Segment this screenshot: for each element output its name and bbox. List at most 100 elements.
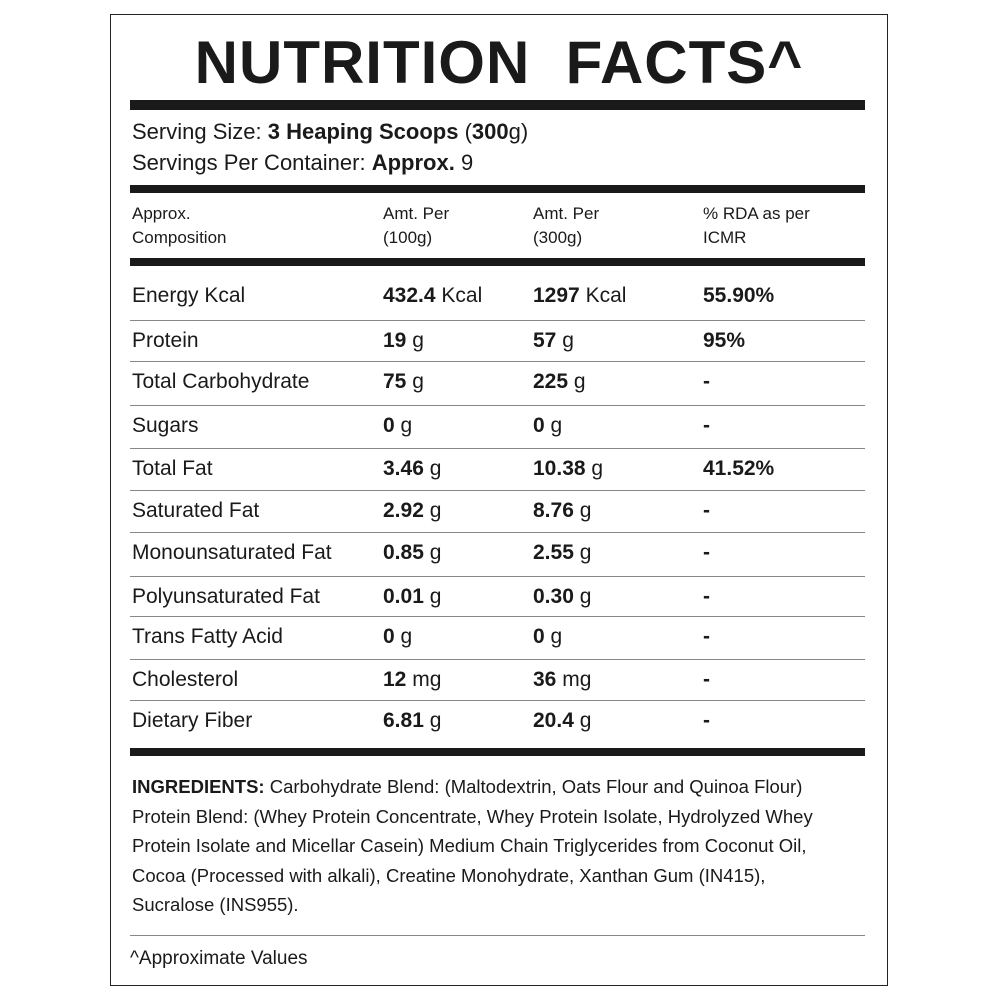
nutrient-name: Protein xyxy=(132,329,199,352)
text: Approx. xyxy=(371,150,455,175)
row-rule xyxy=(130,490,865,491)
nutrient-name: Sugars xyxy=(132,414,199,437)
unit: g xyxy=(579,585,592,608)
amount: 225 xyxy=(533,370,569,393)
amount-cell: 0.85 g xyxy=(383,541,441,565)
nutrient-name: Dietary Fiber xyxy=(132,709,253,732)
amount-cell: 1297 Kcal xyxy=(533,284,626,308)
serving-size: Serving Size: 3 Heaping Scoops (300g) xyxy=(132,119,528,145)
amount: 1297 xyxy=(533,284,580,307)
header-line: Amt. Per xyxy=(383,204,450,223)
amount: 6.81 xyxy=(383,709,424,732)
nutrient-name: Energy Kcal xyxy=(132,284,246,307)
amount-cell: 36 mg xyxy=(533,668,591,692)
rda-percent: - xyxy=(703,668,710,691)
row-rule xyxy=(130,448,865,449)
row-rule xyxy=(130,405,865,406)
header-line: Approx. xyxy=(132,204,191,223)
rda-percent: 95% xyxy=(703,329,746,352)
ingredients-line: Protein Blend: (Whey Protein Concentrate… xyxy=(132,806,813,828)
amount-cell: 6.81 g xyxy=(383,709,441,733)
rda-percent: - xyxy=(703,414,710,437)
amount-cell: 3.46 g xyxy=(383,457,441,481)
unit: g xyxy=(550,625,563,648)
unit: g xyxy=(579,499,592,522)
amount: 0 xyxy=(533,625,545,648)
thick-rule xyxy=(130,258,865,266)
value: 300 xyxy=(471,119,509,144)
unit: g xyxy=(429,499,442,522)
thick-rule xyxy=(130,748,865,756)
ingredients-line: Cocoa (Processed with alkali), Creatine … xyxy=(132,865,765,887)
rda-percent: - xyxy=(703,709,710,732)
amount: 36 xyxy=(533,668,557,691)
thin-rule xyxy=(130,935,865,936)
ingredients-text: Sucralose (INS955). xyxy=(132,894,299,915)
unit: g xyxy=(400,414,413,437)
amount-cell: 75 g xyxy=(383,370,424,394)
amount-cell: 0 g xyxy=(533,414,562,438)
unit: g xyxy=(550,414,563,437)
header-line: (300g) xyxy=(533,228,583,247)
unit: g xyxy=(429,541,442,564)
row-rule xyxy=(130,532,865,533)
amount: 0 xyxy=(383,414,395,437)
unit: g xyxy=(429,585,442,608)
unit: g xyxy=(562,329,574,352)
nutrient-name: Total Fat xyxy=(132,457,213,480)
amount-cell: 0.01 g xyxy=(383,585,441,609)
nutrient-name: Saturated Fat xyxy=(132,499,260,522)
column-header: % RDA as per ICMR xyxy=(703,202,810,250)
amount: 3.46 xyxy=(383,457,424,480)
amount: 75 xyxy=(383,370,407,393)
amount: 0.85 xyxy=(383,541,424,564)
row-rule xyxy=(130,616,865,617)
amount-cell: 57 g xyxy=(533,329,574,353)
value: 9 xyxy=(460,150,474,175)
label: Serving Size: xyxy=(132,119,262,144)
ingredients-label: INGREDIENTS: xyxy=(132,776,265,797)
amount-cell: 0 g xyxy=(383,414,412,438)
label-border xyxy=(110,14,888,986)
amount: 57 xyxy=(533,329,557,352)
nutrient-name: Trans Fatty Acid xyxy=(132,625,283,648)
unit: g xyxy=(400,625,413,648)
ingredients-line: Protein Isolate and Micellar Casein) Med… xyxy=(132,835,807,857)
ingredients-text: Protein Blend: (Whey Protein Concentrate… xyxy=(132,805,813,827)
amount-cell: 225 g xyxy=(533,370,586,394)
unit: g xyxy=(429,709,442,732)
amount-cell: 0 g xyxy=(383,625,412,649)
amount: 0 xyxy=(383,625,395,648)
header-line: Amt. Per xyxy=(533,204,600,223)
amount: 8.76 xyxy=(533,499,574,522)
unit: g xyxy=(429,457,442,480)
rda-percent: 41.52% xyxy=(703,457,775,480)
thick-rule xyxy=(130,185,865,193)
ingredients-text: Cocoa (Processed with alkali), Creatine … xyxy=(132,864,766,886)
nutrient-name: Polyunsaturated Fat xyxy=(132,585,320,608)
rda-percent: - xyxy=(703,370,710,393)
servings-per-container: Servings Per Container: Approx. 9 xyxy=(132,150,473,176)
amount-cell: 8.76 g xyxy=(533,499,591,523)
amount-cell: 10.38 g xyxy=(533,457,603,481)
thick-rule xyxy=(130,100,865,110)
nutrient-name: Cholesterol xyxy=(132,668,239,691)
amount-cell: 19 g xyxy=(383,329,424,353)
header-line: ICMR xyxy=(703,228,747,247)
rda-percent: - xyxy=(703,541,710,564)
row-rule xyxy=(130,659,865,660)
ingredients-line: Sucralose (INS955). xyxy=(132,894,299,916)
unit: Kcal xyxy=(441,284,483,307)
unit: g xyxy=(579,709,592,732)
row-rule xyxy=(130,320,865,321)
amount-cell: 12 mg xyxy=(383,668,441,692)
column-header: Approx. Composition xyxy=(132,202,227,250)
unit: mg xyxy=(562,668,592,691)
rda-percent: - xyxy=(703,625,710,648)
amount: 12 xyxy=(383,668,407,691)
value: 3 Heaping Scoops xyxy=(267,119,459,144)
unit: g xyxy=(591,457,604,480)
rda-percent: - xyxy=(703,585,710,608)
column-header: Amt. Per (100g) xyxy=(383,202,449,250)
